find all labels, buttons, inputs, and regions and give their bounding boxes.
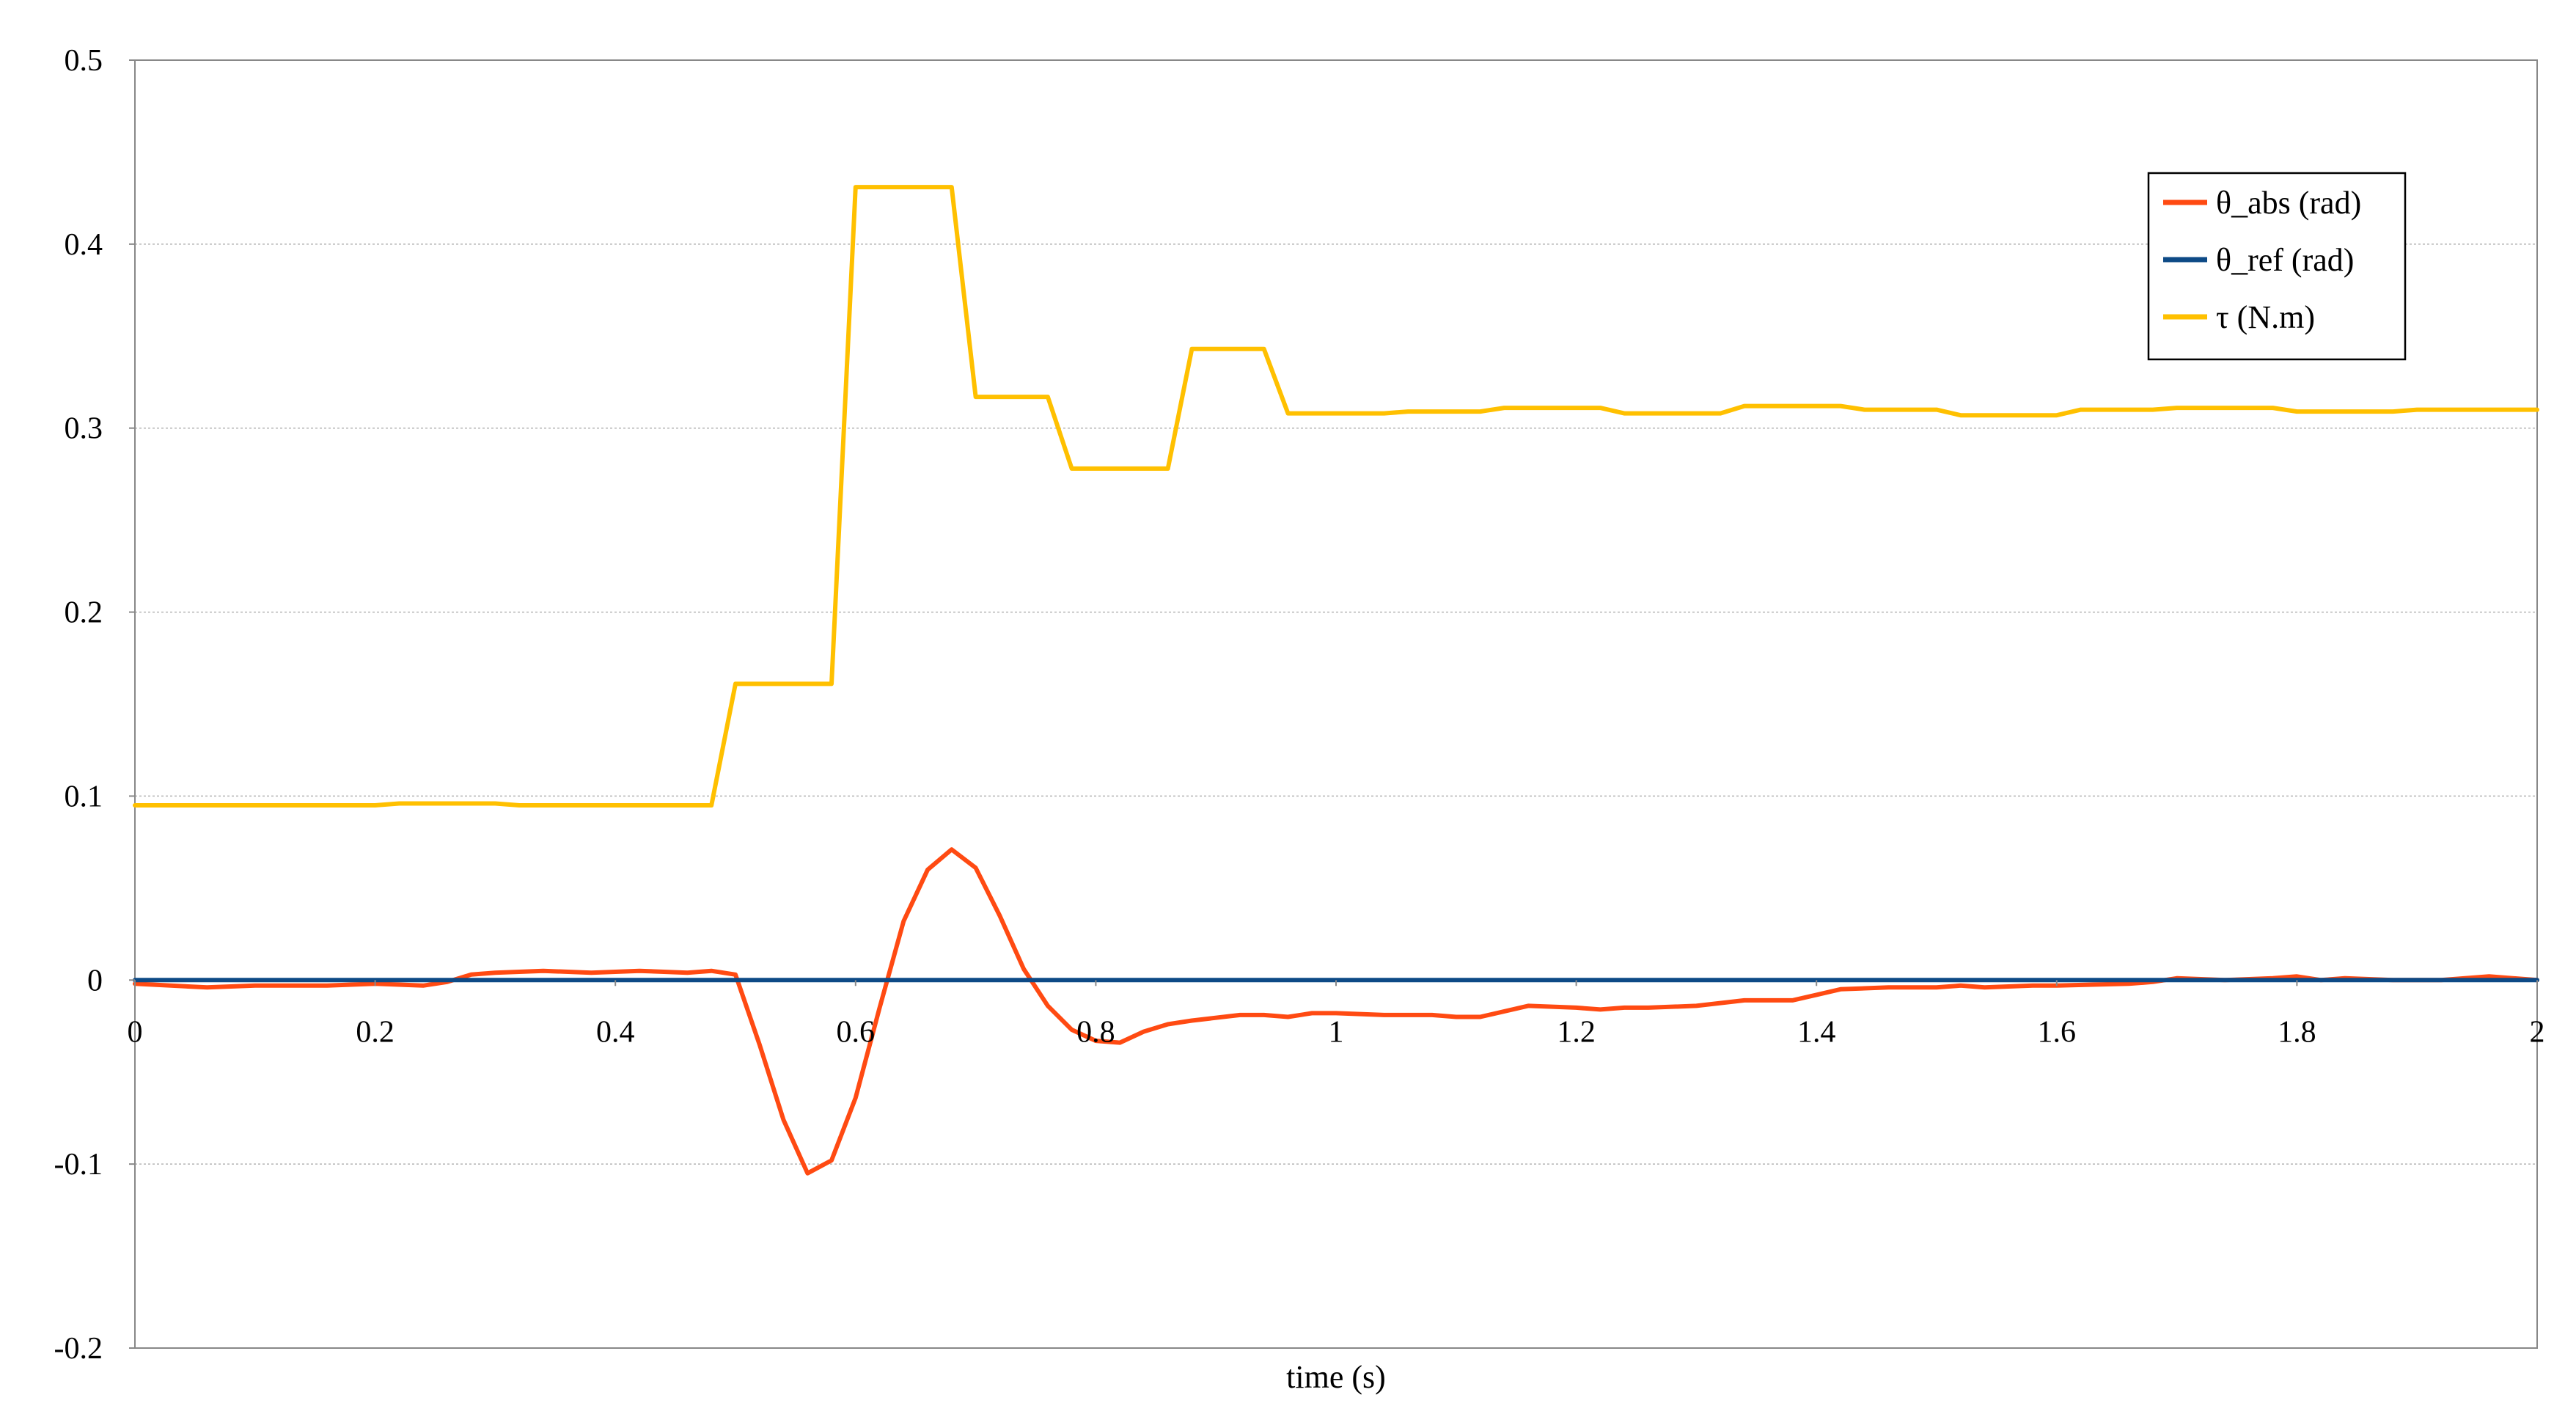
series-line-2: [133, 185, 2539, 808]
y-axis-ticks: -0.2 -0.1 0 0.1 0.2 0.3 0.4 0.5: [54, 44, 135, 1366]
y-tick-label-7: 0.5: [65, 44, 103, 78]
x-tick-label-6: 1.2: [1557, 1015, 1596, 1049]
x-tick-label-9: 1.8: [2278, 1015, 2316, 1049]
y-tick-label-5: 0.3: [65, 412, 103, 446]
legend-label-1: θ_ref (rad): [2216, 242, 2354, 278]
y-tick-label-6: 0.4: [65, 228, 103, 262]
x-tick-label-7: 1.4: [1797, 1015, 1836, 1049]
legend-label-0: θ_abs (rad): [2216, 185, 2361, 221]
x-tick-label-10: 2: [2530, 1015, 2545, 1049]
x-tick-label-8: 1.6: [2038, 1015, 2077, 1049]
legend-label-2: τ (N.m): [2216, 299, 2315, 335]
x-axis-ticks: 0 0.2 0.4 0.6 0.8 1 1.2 1.4 1.6 1.8 2: [128, 980, 2545, 1049]
x-axis-title: time (s): [1286, 1359, 1386, 1395]
x-tick-label-1: 0.2: [356, 1015, 395, 1049]
x-tick-label-3: 0.6: [837, 1015, 876, 1049]
x-tick-label-5: 1: [1329, 1015, 1344, 1049]
x-tick-label-4: 0.8: [1076, 1015, 1115, 1049]
legend: θ_abs (rad) θ_ref (rad) τ (N.m): [2147, 172, 2407, 361]
y-tick-label-2: 0: [87, 964, 103, 997]
y-tick-label-4: 0.2: [65, 596, 103, 630]
x-tick-label-2: 0.4: [596, 1015, 635, 1049]
plot-area-border: [134, 59, 2538, 1349]
y-tick-label-1: -0.1: [54, 1148, 103, 1182]
x-tick-label-0: 0: [128, 1015, 143, 1049]
series-line-0: [133, 847, 2539, 1176]
y-tick-label-0: -0.2: [54, 1332, 103, 1366]
y-tick-label-3: 0.1: [65, 780, 103, 813]
